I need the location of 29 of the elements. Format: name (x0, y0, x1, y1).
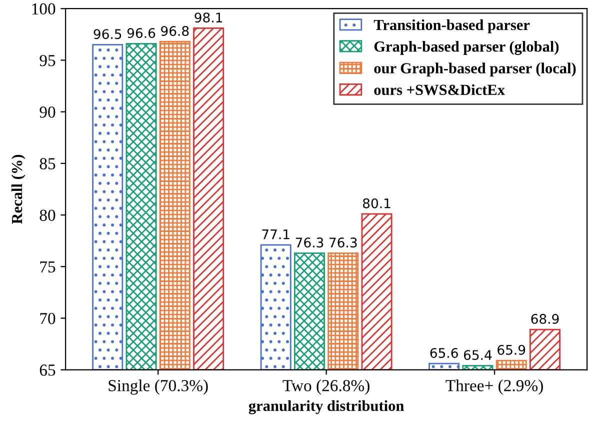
data-label: 65.4 (464, 350, 492, 360)
data-label: 80.1 (362, 198, 390, 208)
legend-label: ours +SWS&DictEx (374, 84, 505, 96)
y-tick-label: 100 (32, 3, 56, 15)
data-label: 65.9 (498, 344, 526, 355)
x-axis-title: granularity distribution (248, 400, 404, 414)
y-tick-label: 95 (40, 54, 56, 66)
y-tick-label: 65 (40, 364, 56, 376)
legend-label: Transition-based parser (374, 19, 530, 34)
y-tick-label: 80 (40, 210, 56, 221)
data-label: 68.9 (531, 314, 559, 324)
data-label: 96.6 (127, 28, 156, 38)
y-tick-label: 70 (40, 312, 56, 324)
y-tick-label: 90 (40, 106, 56, 118)
data-label: 76.3 (330, 238, 357, 248)
data-label: 98.1 (194, 12, 222, 23)
data-label: 96.8 (161, 26, 189, 36)
x-tick-label: Three+ (2.9%) (446, 380, 543, 395)
data-label: 65.6 (430, 348, 458, 358)
legend-label: our Graph-based parser (local) (374, 62, 576, 77)
x-tick-label: Two (26.8%) (282, 380, 370, 395)
y-tick-label: 85 (40, 158, 56, 170)
legend-label: Graph-based parser (global) (374, 40, 559, 55)
data-label: 96.5 (94, 29, 122, 40)
y-axis-title: Recall (%) (11, 154, 26, 224)
x-tick-label: Single (70.3%) (108, 380, 208, 395)
data-label: 77.1 (262, 229, 290, 240)
data-label: 76.3 (296, 238, 324, 248)
y-tick-label: 75 (40, 261, 56, 273)
